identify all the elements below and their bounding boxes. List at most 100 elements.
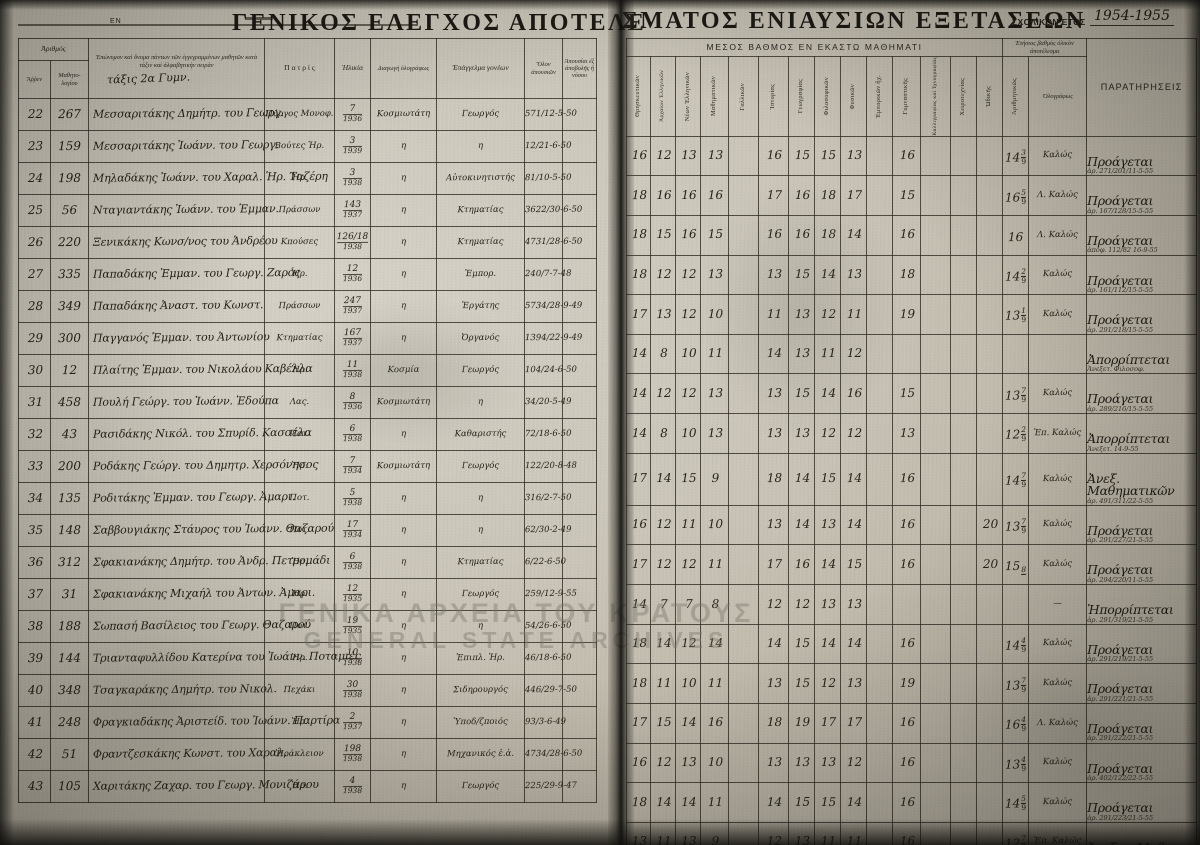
row-registry-number-value: 148 — [51, 524, 88, 538]
grade-subject-6: 18 — [758, 453, 788, 505]
row-absences-total: 259/12-9-55 — [525, 579, 563, 611]
grade-subject-6-value: 12 — [759, 597, 788, 611]
row-number: 32 — [18, 418, 50, 450]
row-absences-total: 446/29-7-50 — [525, 675, 563, 707]
grade-subject-4: 11 — [700, 334, 728, 374]
grade-subject-3: 14 — [675, 703, 700, 743]
grade-subject-13 — [950, 334, 976, 374]
grade-subject-12 — [920, 255, 950, 295]
row-registry-number: 43 — [51, 419, 89, 451]
subject-label: Μαθηματικῶν — [711, 76, 718, 116]
row-absences-total-value: 104/24-6-50 — [525, 366, 562, 376]
annual-grade-numeric: 13 7 9 — [1003, 664, 1029, 704]
grade-subject-5 — [728, 703, 758, 743]
row-number-value: 34 — [19, 492, 50, 506]
grade-subject-8-value: 14 — [815, 268, 840, 282]
row-age: 167 1937 — [335, 323, 371, 355]
school-year-label: ΣΧΟΛΙΚΟΝ ΕΤΟΣ — [1012, 17, 1086, 27]
row-observations: Προάγεται ἀρ. 291/222/21-5-55 — [1087, 703, 1197, 743]
observation-reference: ἀρ. 167/128/15-5-55 — [1087, 208, 1196, 215]
header-subject-7: Γεωγραφίας — [789, 57, 815, 137]
row-patris: Κπούσες — [265, 227, 335, 259]
row-occupation-value: Κτηματίας — [437, 205, 524, 215]
row-age-value: 7 1936 — [335, 105, 370, 124]
grade-subject-5 — [728, 584, 758, 624]
row-conduct: η — [371, 131, 437, 163]
grade-subject-4-value: 15 — [701, 228, 728, 242]
grade-subject-8: 11 — [814, 334, 840, 374]
grade-subject-9: 16 — [840, 374, 866, 414]
grade-subject-2-value: 16 — [651, 189, 675, 202]
header-patris: Π α τ ρ ί ς — [265, 39, 335, 99]
annual-grade-numeric-value: 16 5 9 — [1005, 188, 1026, 204]
observation-reference: ἀρ. 294/220/11-5-55 — [1087, 577, 1196, 584]
row-patris-value: Πράσσων — [265, 302, 334, 312]
row-number-value: 40 — [19, 684, 50, 698]
row-occupation-value: η — [437, 493, 524, 503]
grade-subject-3: 16 — [675, 215, 700, 255]
row-patris: Ἡρ. — [265, 547, 335, 579]
row-conduct: Κοσμιωτάτη — [371, 451, 437, 483]
table-row: 40 348 Τσαγκαράκης Δημήτρ. του Νικολ. Πεχάκ… — [19, 675, 597, 707]
grade-subject-8: 18 — [814, 215, 840, 255]
annual-grade-word: Καλώς — [1029, 545, 1087, 585]
row-absences-total: 1394/22-9-49 — [525, 323, 563, 355]
header-subject-14: Ὠδικῆς — [977, 57, 1003, 137]
row-age-value: 4 1938 — [335, 777, 370, 796]
annual-grade-word-value: Ἐπ. Καλώς — [1029, 428, 1086, 438]
table-row: 38 188 Σωπασή Βασίλειος του Γεωργ. Θαζαρού… — [19, 611, 597, 643]
row-conduct: η — [371, 547, 437, 579]
row-number-value: 24 — [19, 172, 50, 185]
row-patris: Βούτες Ἡρ. — [265, 131, 335, 163]
grade-subject-6-value: 13 — [759, 427, 788, 440]
grade-subject-3: 7 — [675, 584, 700, 624]
grade-subject-8: 17 — [814, 703, 841, 743]
row-age: 12 1936 — [335, 259, 371, 291]
annual-grade-numeric: 12 2 9 — [1003, 414, 1029, 454]
grade-subject-4: 11 — [700, 545, 728, 585]
annual-grade-numeric-value: 14 3 9 — [1005, 149, 1026, 165]
row-absences-total-value: 1394/22-9-49 — [525, 334, 562, 344]
grade-subject-2: 12 — [650, 743, 675, 783]
grade-subject-4-value: 10 — [701, 756, 728, 769]
annual-grade-numeric-value: 13 1 9 — [1005, 307, 1026, 323]
grade-subject-14 — [976, 255, 1002, 295]
row-conduct-value: η — [371, 526, 436, 536]
row-absences-total-value: 72/18-6-50 — [525, 430, 562, 440]
page-edge-bottom — [0, 819, 1200, 845]
observation-reference: ἀρ. 161/112/15-5-55 — [1087, 287, 1196, 294]
observation-reference: ἀπόφ. 112/82 16-9-55 — [1087, 247, 1196, 254]
grade-subject-8: 15 — [814, 136, 840, 176]
grade-subject-4: 11 — [700, 664, 728, 704]
row-absences-total: 5734/28-9-49 — [525, 291, 563, 323]
grade-subject-11-value: 19 — [893, 308, 920, 322]
grade-subject-5 — [728, 783, 758, 823]
row-absences-total-value: 12/21-6-50 — [525, 142, 562, 152]
row-absences-total-value: 81/10-5-50 — [525, 174, 562, 184]
annual-grade-numeric-value: 13 7 9 — [1005, 518, 1026, 534]
header-subject-3: Νέων Ἑλληνικῶν — [676, 57, 701, 137]
subject-label: Θρησκευτικῶν — [635, 75, 642, 117]
row-observations: Ἀπορρίπτεται Ἀνεξετ. Φιλοσοφ. — [1087, 334, 1197, 374]
annual-grade-numeric-value: 14 2 9 — [1005, 268, 1026, 284]
subject-label: Φυσικῶν — [850, 84, 857, 109]
grade-subject-6: 16 — [758, 215, 788, 255]
grade-subject-7-value: 15 — [789, 149, 814, 163]
grade-subject-3: 15 — [675, 453, 701, 505]
grade-subject-5 — [728, 136, 758, 176]
header-arren: Ἄῤῥεν — [19, 61, 51, 99]
grade-subject-4: 16 — [700, 703, 728, 743]
row-age: 247 1937 — [335, 291, 371, 323]
row-occupation-value: Καθαριστής — [437, 429, 524, 439]
row-patris: Ἡρ. — [265, 579, 335, 611]
row-age: 143 1937 — [335, 195, 371, 227]
grade-subject-9-value: 12 — [841, 756, 866, 770]
row-registry-number: 348 — [51, 675, 89, 707]
row-registry-number: 458 — [51, 387, 89, 419]
grade-subject-4: 8 — [700, 584, 728, 624]
grade-subject-12 — [920, 664, 951, 704]
row-number-value: 23 — [19, 140, 50, 154]
grade-subject-12 — [920, 783, 950, 823]
row-absences-total: 104/24-6-50 — [525, 355, 563, 387]
grade-subject-14 — [976, 584, 1003, 624]
